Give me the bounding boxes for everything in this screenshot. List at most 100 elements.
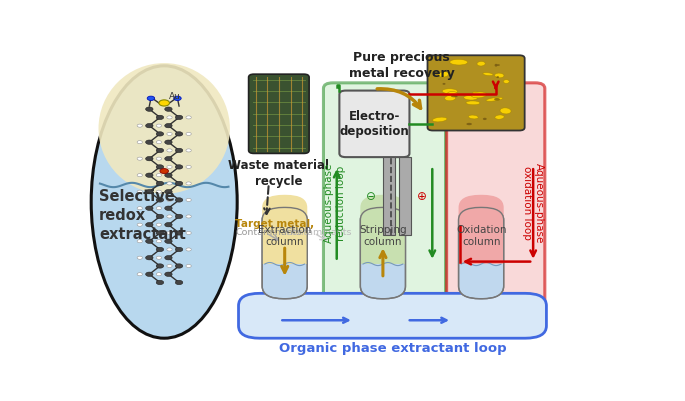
Circle shape [146,207,153,211]
Circle shape [167,215,172,219]
Text: Target metal,: Target metal, [236,219,314,229]
Circle shape [175,215,183,219]
Circle shape [146,108,153,112]
Circle shape [156,257,162,259]
Text: Organic phase extractant loop: Organic phase extractant loop [279,341,506,354]
Circle shape [186,199,191,202]
Circle shape [146,190,153,194]
Ellipse shape [486,98,503,102]
Circle shape [146,223,153,227]
Ellipse shape [495,115,504,120]
Circle shape [167,133,172,136]
Circle shape [146,239,153,244]
Text: ⊖: ⊖ [366,190,376,203]
Circle shape [167,265,172,268]
Ellipse shape [483,73,493,77]
Ellipse shape [477,62,485,67]
Circle shape [167,182,172,186]
Circle shape [175,281,183,285]
Ellipse shape [471,93,486,99]
Circle shape [156,116,164,120]
Circle shape [137,125,142,128]
Circle shape [164,272,172,277]
FancyBboxPatch shape [447,84,545,321]
Circle shape [156,149,164,153]
Circle shape [137,190,142,194]
Circle shape [175,182,183,186]
Circle shape [167,248,172,251]
Circle shape [175,198,183,203]
Circle shape [137,257,142,259]
Circle shape [156,224,162,227]
Text: Waste material
recycle: Waste material recycle [228,159,329,188]
Text: Au: Au [169,92,180,101]
Text: Aqueous-phase
oxidation loop: Aqueous-phase oxidation loop [523,162,544,243]
Circle shape [156,264,164,269]
Text: Extraction
column: Extraction column [258,225,312,246]
Text: Contaminants: Contaminants [285,228,351,237]
Circle shape [164,207,172,211]
Circle shape [156,215,164,219]
Circle shape [137,273,142,276]
Ellipse shape [432,118,447,123]
Circle shape [186,215,191,219]
Circle shape [156,207,162,210]
Circle shape [159,101,169,107]
FancyBboxPatch shape [238,294,547,338]
Circle shape [186,248,191,251]
Circle shape [164,157,172,162]
Circle shape [156,132,164,137]
FancyBboxPatch shape [427,56,525,131]
FancyBboxPatch shape [249,75,309,154]
Circle shape [146,174,153,178]
Text: Aqueous-phase
reduction loop: Aqueous-phase reduction loop [324,162,346,243]
FancyBboxPatch shape [339,91,410,158]
Ellipse shape [497,65,500,67]
Circle shape [167,199,172,202]
Bar [383,158,395,235]
Circle shape [186,232,191,235]
Circle shape [147,97,155,101]
Circle shape [156,281,164,285]
Bar [458,253,503,264]
Circle shape [137,224,142,227]
Ellipse shape [438,73,449,78]
FancyBboxPatch shape [458,195,503,264]
Circle shape [137,174,142,177]
Ellipse shape [447,92,458,97]
Circle shape [175,231,183,235]
Circle shape [175,248,183,252]
Circle shape [167,232,172,235]
Ellipse shape [497,77,499,79]
Ellipse shape [495,74,504,79]
Circle shape [146,124,153,128]
Circle shape [156,141,162,144]
Circle shape [164,256,172,260]
Circle shape [146,157,153,162]
FancyBboxPatch shape [360,195,406,264]
FancyBboxPatch shape [323,84,445,321]
Circle shape [186,150,191,153]
Ellipse shape [443,84,445,86]
Ellipse shape [445,96,456,101]
Bar [262,253,308,264]
Ellipse shape [466,102,480,105]
Circle shape [164,174,172,178]
Circle shape [156,231,164,235]
Circle shape [167,150,172,153]
Circle shape [146,256,153,260]
Circle shape [186,182,191,186]
Circle shape [175,149,183,153]
Circle shape [175,264,183,269]
Circle shape [167,117,172,119]
FancyBboxPatch shape [262,208,308,299]
Circle shape [164,124,172,128]
Text: Contaminants: Contaminants [236,228,302,237]
Circle shape [156,248,164,252]
Circle shape [156,182,164,186]
Ellipse shape [99,64,230,194]
Ellipse shape [503,81,510,84]
Circle shape [164,190,172,194]
Circle shape [146,141,153,145]
Ellipse shape [464,96,477,101]
